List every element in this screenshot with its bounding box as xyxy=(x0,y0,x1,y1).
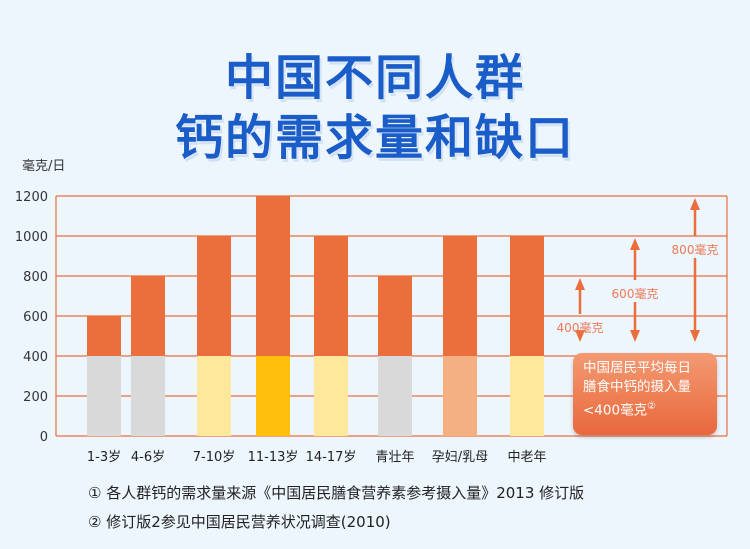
arrowhead-down-icon xyxy=(690,330,700,342)
y-tick-label: 600 xyxy=(23,310,48,325)
y-tick-label: 1000 xyxy=(15,230,48,245)
gap-label: 600毫克 xyxy=(612,286,659,301)
y-tick-label: 0 xyxy=(40,430,48,445)
annotation-line: 中国居民平均每日 xyxy=(583,360,691,376)
annotation-line: <400毫克 xyxy=(583,402,648,419)
bar-intake xyxy=(443,356,477,436)
bar-requirement xyxy=(197,236,231,356)
intake-annotation: 中国居民平均每日 膳食中钙的摄入量 <400毫克② xyxy=(573,353,717,435)
bar-intake xyxy=(131,356,165,436)
bar-intake xyxy=(314,356,348,436)
bar-intake xyxy=(256,356,290,436)
bar-requirement xyxy=(256,196,290,356)
y-tick-label: 800 xyxy=(23,270,48,285)
bar-requirement xyxy=(131,276,165,356)
bar-requirement xyxy=(87,316,121,356)
gap-label: 400毫克 xyxy=(557,320,604,335)
x-tick-label: 青壮年 xyxy=(375,450,414,465)
arrowhead-up-icon xyxy=(630,238,640,250)
y-tick-label: 400 xyxy=(23,350,48,365)
arrowhead-down-icon xyxy=(630,330,640,342)
x-tick-label: 1-3岁 xyxy=(87,450,121,465)
x-tick-label: 孕妇/乳母 xyxy=(432,449,488,465)
footnote-1: ① 各人群钙的需求量来源《中国居民膳食营养素参考摄入量》2013 修订版 xyxy=(88,484,585,502)
x-tick-label: 4-6岁 xyxy=(131,450,165,465)
bar-intake xyxy=(378,356,412,436)
bar-intake xyxy=(197,356,231,436)
y-tick-label: 1200 xyxy=(15,190,48,205)
title-line1: 中国不同人群 xyxy=(224,50,525,106)
gap-label: 800毫克 xyxy=(672,242,719,257)
bar-requirement xyxy=(510,236,544,356)
footnote-mark: ② xyxy=(647,401,657,412)
y-tick-label: 200 xyxy=(23,390,48,405)
arrowhead-up-icon xyxy=(575,278,585,290)
y-axis-label: 毫克/日 xyxy=(22,158,65,174)
bar-requirement xyxy=(443,236,477,356)
x-tick-label: 中老年 xyxy=(507,450,546,465)
bar-requirement xyxy=(378,276,412,356)
bar-requirement xyxy=(314,236,348,356)
title-line2: 钙的需求量和缺口 xyxy=(174,110,575,166)
bar-intake xyxy=(510,356,544,436)
x-tick-label: 14-17岁 xyxy=(306,450,357,465)
arrowhead-up-icon xyxy=(690,198,700,210)
arrowhead-down-icon xyxy=(575,330,585,342)
footnote-2: ② 修订版2参见中国居民营养状况调查(2010) xyxy=(88,513,391,531)
bar-intake xyxy=(87,356,121,436)
x-tick-label: 7-10岁 xyxy=(193,450,236,465)
x-tick-label: 11-13岁 xyxy=(248,450,299,465)
annotation-line: 膳食中钙的摄入量 xyxy=(583,379,691,395)
